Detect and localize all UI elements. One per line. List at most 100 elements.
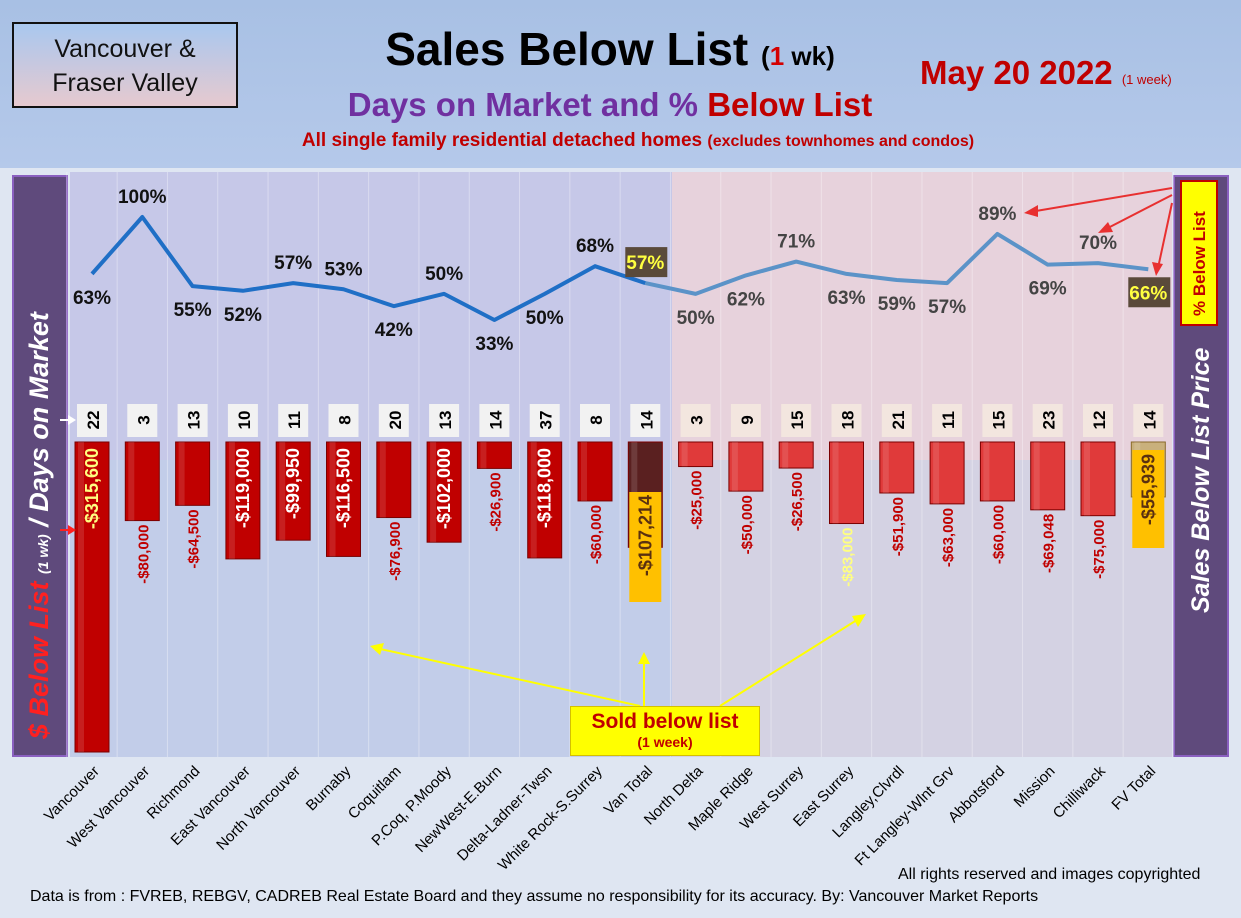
dom-box-1 [127, 404, 158, 437]
description-note: (excludes townhomes and condos) [707, 133, 975, 150]
dom-label-9: 37 [537, 411, 556, 430]
date-note: (1 week) [1121, 72, 1172, 87]
callout-line-1: Sold below list [591, 710, 739, 733]
money-label-5: -$116,500 [334, 448, 354, 528]
money-label-15: -$83,000 [840, 528, 857, 587]
pct-label-5: 53% [324, 259, 362, 280]
bar-highlight-8 [480, 442, 487, 469]
pct-label-1: 100% [118, 187, 167, 208]
bar-6 [376, 441, 412, 519]
category-label-21: FV Total [1108, 763, 1159, 814]
pct-label-19: 69% [1029, 279, 1067, 300]
dom-box-16 [881, 404, 912, 437]
pct-label-14: 71% [777, 232, 815, 253]
dom-box-6 [378, 404, 409, 437]
pct-label-20: 70% [1079, 233, 1117, 254]
callout-line-2: (1 week) [637, 734, 693, 750]
money-label-0: -$315,600 [82, 448, 102, 529]
money-label-21: -$55,939 [1138, 454, 1158, 525]
category-label-19: Mission [1011, 763, 1059, 811]
dom-label-7: 13 [436, 411, 455, 430]
dom-box-20 [1083, 404, 1113, 437]
bar-highlight-6 [379, 442, 386, 518]
bar-highlight-7 [430, 442, 437, 543]
description-text: All single family residential detached h… [301, 130, 703, 151]
pct-label-9: 50% [526, 308, 564, 329]
date-text: May 20 2022 [920, 54, 1113, 91]
dom-box-0 [77, 404, 107, 437]
bar-1 [124, 441, 160, 522]
money-label-7: -$102,000 [434, 448, 454, 529]
bar-2 [175, 441, 211, 506]
money-label-6: -$76,900 [387, 522, 404, 581]
money-label-9: -$118,000 [535, 448, 555, 528]
pct-label-10: 68% [576, 236, 614, 257]
bar-highlight-12 [681, 442, 688, 467]
dom-label-16: 21 [889, 411, 908, 430]
chart-title: Sales Below List (1 wk) [340, 22, 880, 76]
pct-label-11: 57% [626, 253, 664, 274]
bar-highlight-17 [933, 442, 940, 504]
bar-4 [275, 441, 311, 541]
bar-highlight-0 [78, 442, 84, 752]
pct-arrowhead-1 [1024, 205, 1038, 217]
dom-label-19: 23 [1040, 411, 1059, 430]
money-label-10: -$60,000 [588, 505, 605, 564]
dom-box-21 [1133, 404, 1164, 437]
money-label-20: -$75,000 [1091, 520, 1108, 579]
dom-label-21: 14 [1140, 410, 1159, 429]
money-pointer-head [68, 525, 76, 535]
dom-box-14 [781, 404, 812, 437]
dom-label-15: 18 [839, 411, 858, 430]
pct-label-8: 33% [475, 334, 513, 355]
dom-box-12 [680, 404, 711, 437]
bar-9 [527, 441, 563, 559]
pct-label-4: 57% [274, 253, 312, 274]
bar-13 [728, 441, 764, 492]
pct-label-6: 42% [375, 320, 413, 341]
category-label-5: Burnaby [303, 762, 355, 814]
bar-highlight-20 [1084, 442, 1090, 516]
money-label-14: -$26,500 [789, 472, 806, 531]
copyright-note: All rights reserved and images copyright… [898, 866, 1201, 883]
bar-10 [577, 441, 613, 502]
region-line-1: Vancouver & [54, 35, 196, 63]
bar-highlight-19 [1033, 442, 1040, 510]
dom-box-4 [278, 404, 309, 437]
bar-14 [778, 441, 814, 469]
dom-box-17 [932, 404, 963, 437]
money-label-19: -$69,048 [1041, 514, 1058, 573]
money-label-2: -$64,500 [186, 509, 203, 568]
pct-label-16: 59% [878, 294, 916, 315]
dom-label-6: 20 [386, 411, 405, 430]
money-label-1: -$80,000 [135, 525, 152, 584]
dom-label-8: 14 [486, 410, 505, 429]
callout-arrowhead-up [638, 652, 650, 664]
total-label-box-11 [629, 492, 662, 602]
dom-box-13 [730, 404, 761, 437]
region-box: Vancouver & Fraser Valley [12, 22, 238, 108]
dom-label-20: 12 [1090, 411, 1109, 430]
source-note: Data is from : FVREB, REBGV, CADREB Real… [30, 888, 1039, 905]
dom-box-18 [982, 404, 1013, 437]
bar-highlight-3 [228, 442, 235, 559]
dom-label-3: 10 [235, 411, 254, 430]
money-label-4: -$99,950 [283, 448, 303, 519]
money-label-18: -$60,000 [990, 505, 1007, 564]
pct-label-2: 55% [174, 300, 212, 321]
pct-label-3: 52% [224, 305, 262, 326]
plot-bg-vancouver [70, 172, 672, 757]
dom-label-17: 11 [939, 411, 958, 429]
pct-arrow-2 [1103, 194, 1173, 231]
dom-label-4: 11 [285, 411, 304, 429]
bar-highlight-14 [782, 442, 789, 469]
dom-box-5 [328, 404, 359, 437]
title-paren: (1 wk) [761, 41, 835, 71]
bar-16 [879, 441, 915, 494]
chart-description: All single family residential detached h… [200, 130, 1076, 152]
pct-label-21: 66% [1129, 283, 1167, 304]
dom-box-3 [227, 404, 258, 437]
bar-highlight-5 [329, 442, 336, 557]
pct-total-box-11 [625, 247, 668, 278]
